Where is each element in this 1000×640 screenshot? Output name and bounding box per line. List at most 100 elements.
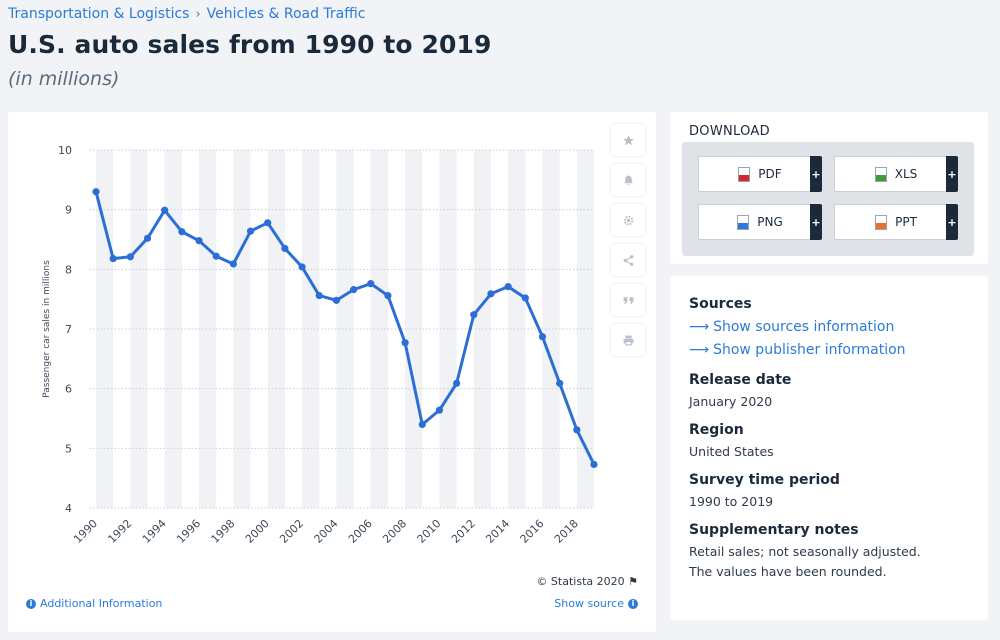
y-tick-label: 7 [65,323,72,336]
sources-heading: Sources [689,296,752,312]
download-xls-label: XLS [894,167,918,181]
survey-period-heading: Survey time period [689,472,840,488]
x-tick-label: 2016 [518,517,547,546]
xls-file-icon [874,166,887,182]
supplementary-notes-line2: The values have been rounded. [689,564,887,579]
region-heading: Region [689,422,744,438]
arrow-right-icon: ⟶ [689,342,710,358]
data-point [264,219,272,227]
print-icon[interactable] [611,324,645,356]
quote-icon[interactable] [611,284,645,316]
download-xls-plus-button[interactable]: + [946,156,958,192]
download-ppt-button[interactable]: PPT [834,204,958,240]
show-source-link[interactable]: Show source i [554,597,638,610]
show-sources-link[interactable]: ⟶ Show sources information [689,316,969,339]
data-point [143,234,152,242]
show-publisher-label: Show publisher information [713,342,906,358]
x-tick-label: 2004 [312,517,341,546]
column-band [508,150,526,508]
download-ppt-plus-button[interactable]: + [946,204,958,240]
y-tick-label: 9 [65,204,72,217]
download-pdf-plus-button[interactable]: + [810,156,822,192]
region-value: United States [689,444,774,459]
data-point [384,291,392,300]
download-png-button[interactable]: PNG [698,204,822,240]
column-band [336,150,354,508]
download-xls-button[interactable]: XLS [834,156,958,192]
additional-information-label: Additional Information [40,597,163,610]
credit-text: © Statista 2020 [536,575,625,588]
statista-credit: © Statista 2020 ⚑ [536,575,638,588]
download-ppt-label: PPT [895,215,917,229]
release-date-value: January 2020 [689,394,773,409]
data-point [435,406,444,414]
x-tick-label: 1994 [140,517,169,546]
x-tick-label: 2006 [346,517,375,546]
x-tick-label: 2010 [415,517,444,546]
data-point [178,228,186,236]
supplementary-notes-heading: Supplementary notes [689,522,859,538]
flag-icon[interactable]: ⚑ [628,575,638,588]
data-point [109,254,117,263]
x-tick-label: 1998 [209,517,238,546]
column-band [199,150,217,508]
download-pdf-button[interactable]: PDF [698,156,822,192]
breadcrumb-category-link[interactable]: Transportation & Logistics [8,6,190,22]
y-tick-label: 6 [65,383,72,396]
data-point [504,283,512,291]
breadcrumb-subcategory-link[interactable]: Vehicles & Road Traffic [206,6,366,22]
x-tick-label: 2018 [552,517,581,546]
column-band [542,150,560,508]
x-tick-label: 1992 [105,517,134,546]
x-tick-label: 1990 [71,517,100,546]
chart-toolbar [611,124,645,364]
download-png-label: PNG [757,215,783,229]
x-tick-label: 2014 [483,517,512,546]
data-point [487,290,495,298]
line-chart: 4 5 6 7 8 9 10 1990 1992 1994 1996 1998 2000 2002 2004… [42,144,598,546]
data-point [367,280,375,288]
data-point [229,260,237,268]
download-title: DOWNLOAD [689,124,770,139]
data-point [418,420,426,429]
survey-period-value: 1990 to 2019 [689,494,774,509]
data-point [521,294,529,302]
additional-information-link[interactable]: i Additional Information [26,597,162,610]
download-pdf-label: PDF [758,167,782,181]
show-publisher-link[interactable]: ⟶ Show publisher information [689,339,969,362]
data-point [590,460,598,469]
data-point [298,263,306,271]
share-icon[interactable] [611,244,645,276]
page-title: U.S. auto sales from 1990 to 2019 [8,30,492,59]
x-tick-label: 2012 [449,517,478,546]
x-tick-label: 2008 [380,517,409,546]
bell-icon[interactable] [611,164,645,196]
breadcrumb: Transportation & Logistics › Vehicles & … [8,6,366,22]
y-tick-label: 8 [65,263,72,276]
ppt-file-icon [875,214,888,230]
show-source-label: Show source [554,597,624,610]
supplementary-notes-line1: Retail sales; not seasonally adjusted. [689,544,921,559]
column-band [405,150,423,508]
data-point [246,227,255,235]
show-sources-label: Show sources information [713,319,895,335]
star-icon[interactable] [611,124,645,156]
data-point [315,291,323,300]
png-file-icon [737,214,750,230]
info-icon: i [26,598,36,609]
pdf-file-icon [738,166,751,182]
data-point [126,253,134,261]
data-point [195,237,203,245]
data-point [470,311,478,319]
data-point [281,244,289,253]
download-grid: PDF + XLS + PNG + PPT + [682,142,974,256]
arrow-right-icon: ⟶ [689,319,710,335]
data-point [161,206,169,214]
y-axis-title: Passenger car sales in millions [42,260,52,398]
download-png-plus-button[interactable]: + [810,204,822,240]
gear-icon[interactable] [611,204,645,236]
info-icon: i [628,598,638,609]
download-panel: DOWNLOAD PDF + XLS + PNG + PPT + [670,112,988,264]
data-point [453,379,461,387]
y-tick-label: 5 [65,442,72,455]
